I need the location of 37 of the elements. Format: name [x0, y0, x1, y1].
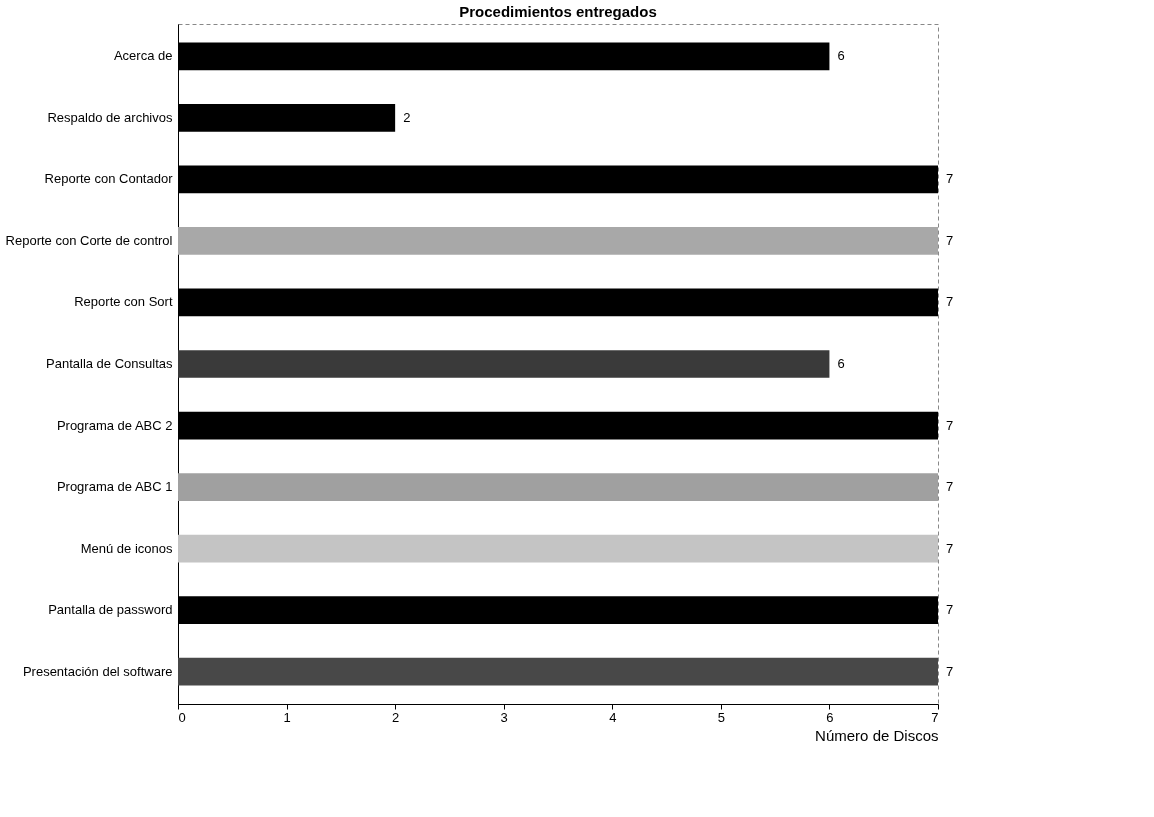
- data-label: 6: [837, 356, 845, 371]
- y-tick-label: Acerca de: [113, 48, 173, 64]
- x-tick-label: 5: [717, 709, 725, 725]
- y-tick-label: Programa de ABC 2: [56, 417, 173, 433]
- y-tick-label: Pantalla de Consultas: [46, 356, 173, 371]
- x-tick-label: 3: [500, 709, 508, 725]
- y-tick-label: Menú de iconos: [80, 540, 173, 556]
- bar: [178, 227, 938, 255]
- x-tick-label: 2: [392, 709, 400, 725]
- x-tick-label: 4: [609, 709, 617, 725]
- bar: [178, 350, 830, 378]
- data-label: 7: [946, 479, 954, 495]
- data-label: 6: [837, 48, 845, 64]
- bar: [178, 657, 938, 686]
- y-tick-label: Reporte con Sort: [74, 294, 173, 310]
- data-label: 7: [946, 663, 954, 679]
- data-label: 7: [946, 171, 954, 187]
- x-tick-label: 0: [178, 709, 186, 725]
- y-tick-label: Pantalla de password: [48, 602, 173, 618]
- y-tick-label: Presentación del software: [22, 663, 173, 679]
- data-label: 7: [946, 417, 954, 433]
- x-tick-label: 6: [826, 709, 834, 725]
- bar: [178, 534, 938, 563]
- x-tick-label: 7: [931, 709, 939, 725]
- data-label: 7: [946, 294, 954, 310]
- x-tick-label: 1: [283, 709, 291, 725]
- y-tick-label: Reporte con Corte de control: [5, 232, 173, 248]
- data-label: 7: [946, 232, 954, 248]
- data-label: 2: [403, 109, 411, 125]
- y-tick-label: Respaldo de archivos: [47, 109, 173, 125]
- x-axis-title: Número de Discos: [815, 726, 939, 744]
- bar: [178, 473, 938, 501]
- y-tick-label: Programa de ABC 1: [56, 479, 173, 495]
- y-tick-label: Reporte con Contador: [44, 171, 174, 187]
- data-label: 7: [946, 602, 954, 618]
- chart-title: Procedimientos entregados: [459, 3, 657, 20]
- data-label: 7: [946, 540, 954, 556]
